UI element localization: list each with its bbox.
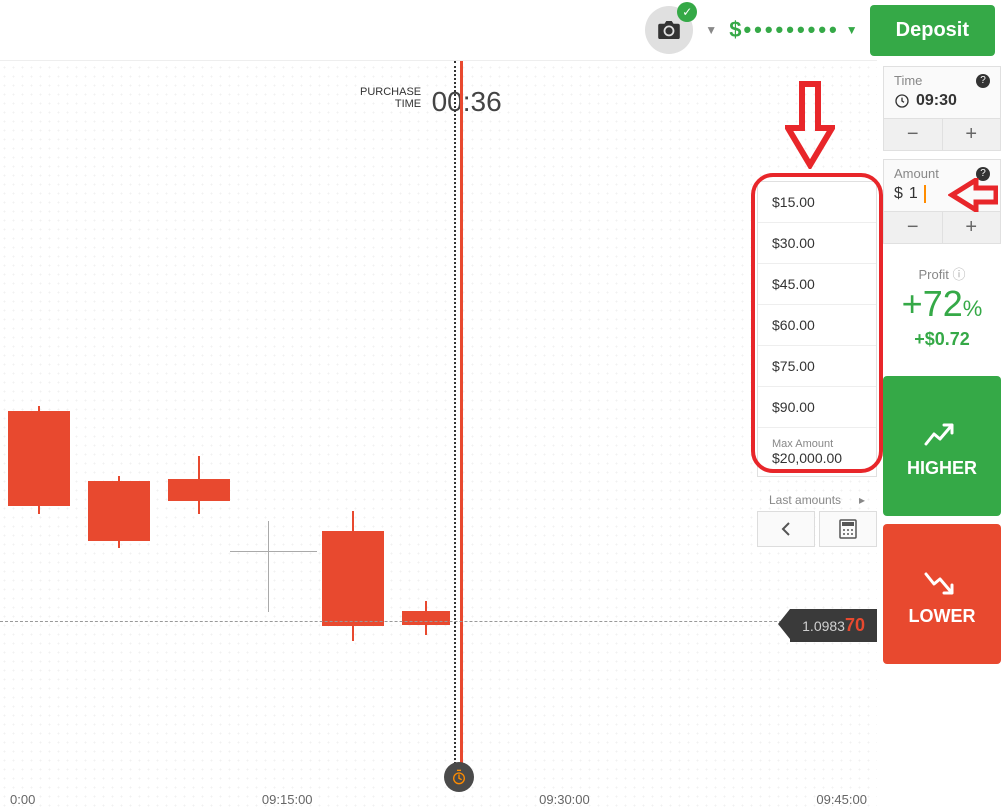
timer-badge[interactable] [444, 762, 474, 792]
lower-button[interactable]: LOWER [883, 524, 1001, 664]
x-axis: 0:00 09:15:00 09:30:00 09:45:00 [0, 792, 877, 812]
profit-percent: +72 [902, 283, 963, 324]
check-icon: ✓ [677, 2, 697, 22]
chart-area[interactable]: PURCHASE TIME 00:36 1.098370 $15.00$30.0… [0, 60, 877, 812]
tool-row [757, 511, 877, 547]
price-last-digits: 70 [845, 615, 865, 635]
price-main: 1.0983 [802, 618, 845, 634]
annotation-arrow-left [948, 178, 998, 212]
amount-minus-button[interactable]: − [884, 212, 943, 243]
candle [88, 61, 150, 761]
last-amounts-label: Last amounts [769, 493, 841, 507]
x-axis-tick: 0:00 [10, 792, 35, 812]
balance-hidden: ••••••••• [743, 17, 839, 43]
crosshair-horizontal [230, 551, 317, 552]
trade-sidebar: Time ? 09:30 − + Amount ? $ 1 − [877, 60, 1007, 812]
higher-label: HIGHER [907, 458, 977, 479]
clock-icon [894, 93, 910, 109]
amount-currency: $ [894, 185, 903, 203]
candle [402, 61, 450, 761]
trend-down-icon [924, 570, 960, 596]
x-axis-tick: 09:30:00 [539, 792, 590, 812]
time-value: 09:30 [916, 92, 957, 110]
main: PURCHASE TIME 00:36 1.098370 $15.00$30.0… [0, 60, 1007, 812]
profit-label: Profit [919, 267, 949, 282]
time-plus-button[interactable]: + [943, 119, 1001, 150]
candle [322, 61, 384, 761]
back-button[interactable] [757, 511, 815, 547]
time-marker-dotted [454, 61, 456, 780]
time-marker-red [460, 61, 463, 780]
camera-icon [658, 21, 680, 39]
annotation-arrow-down [785, 79, 835, 169]
amount-plus-button[interactable]: + [943, 212, 1001, 243]
lower-label: LOWER [909, 606, 976, 627]
help-icon[interactable]: ⓘ [952, 267, 965, 282]
candle [168, 61, 230, 761]
balance-display[interactable]: $ ••••••••• ▼ [729, 17, 861, 43]
time-value-row[interactable]: 09:30 [884, 90, 1000, 118]
x-axis-tick: 09:15:00 [262, 792, 313, 812]
header: ✓ ▼ $ ••••••••• ▼ Deposit [0, 0, 1007, 60]
time-label: Time [894, 73, 922, 88]
higher-button[interactable]: HIGHER [883, 376, 1001, 516]
chevron-down-icon: ▼ [846, 23, 858, 37]
crosshair-vertical [268, 521, 269, 612]
currency-symbol: $ [729, 17, 741, 43]
camera-badge[interactable]: ✓ [645, 6, 693, 54]
time-field: Time ? 09:30 − + [883, 66, 1001, 151]
time-minus-button[interactable]: − [884, 119, 943, 150]
current-price-line [0, 621, 877, 622]
amount-input[interactable]: 1 [909, 185, 918, 203]
chevron-down-icon[interactable]: ▼ [705, 23, 717, 37]
amount-label: Amount [894, 166, 939, 181]
chevron-left-icon [781, 522, 791, 536]
current-price-badge: 1.098370 [790, 609, 877, 642]
profit-display: Profit ⓘ +72% +$0.72 [883, 264, 1001, 350]
stopwatch-icon [451, 769, 467, 785]
help-icon[interactable]: ? [976, 74, 990, 88]
amount-field: Amount ? $ 1 − + [883, 159, 1001, 244]
calculator-icon [839, 519, 857, 539]
profit-amount: +$0.72 [883, 329, 1001, 350]
candle [8, 61, 70, 761]
profit-percent-suffix: % [963, 296, 983, 321]
deposit-button[interactable]: Deposit [870, 5, 995, 56]
calculator-button[interactable] [819, 511, 877, 547]
chevron-right-icon: ▸ [859, 493, 865, 507]
text-cursor [924, 185, 926, 203]
annotation-box [751, 173, 883, 473]
x-axis-tick: 09:45:00 [816, 792, 867, 812]
trend-up-icon [924, 422, 960, 448]
